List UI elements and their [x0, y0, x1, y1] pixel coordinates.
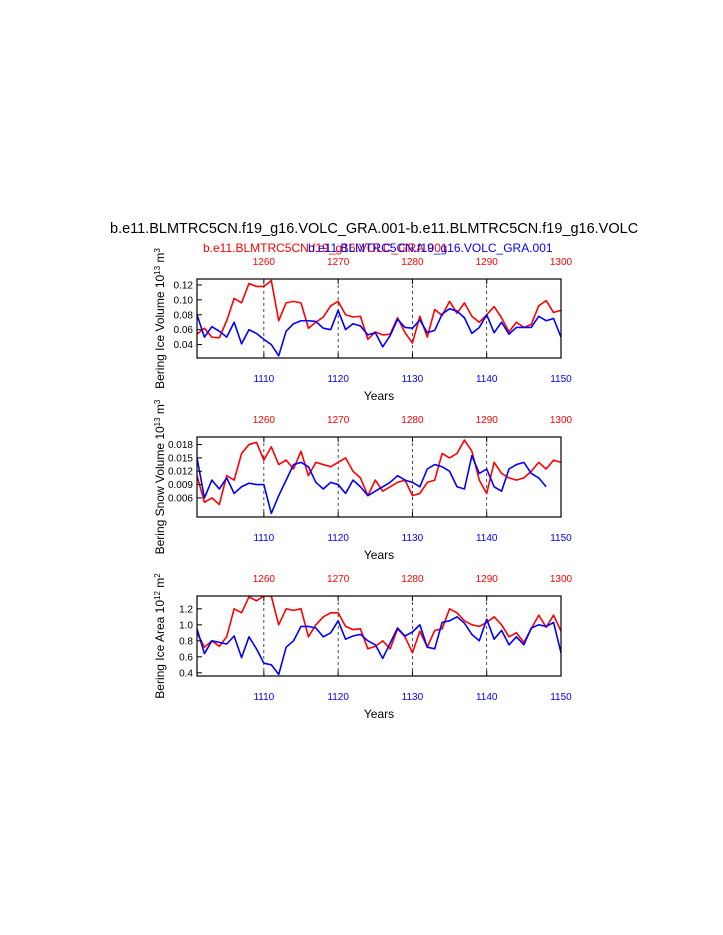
x-tick-label-bottom: 1140	[476, 692, 498, 703]
plot-frame	[196, 595, 562, 677]
y-tick-label: 0.012	[168, 467, 193, 478]
y-tick-label: 0.04	[174, 340, 194, 351]
plot-frame	[196, 278, 562, 359]
figure-title: b.e11.BLMTRC5CN.f19_g16.VOLC_GRA.001-b.e…	[110, 221, 638, 237]
x-tick-label-bottom: 1110	[253, 692, 274, 703]
x-tick-label-top: 1290	[476, 257, 499, 268]
x-axis-label: Years	[364, 548, 394, 562]
x-tick-label-bottom: 1130	[402, 533, 424, 544]
y-tick-label: 1.2	[179, 604, 193, 615]
x-tick-label-top: 1260	[253, 257, 276, 268]
figure-subtitle-red: b.e11.BLMTRC5CN.f19_g16.VOLC_GRA.001	[203, 241, 448, 255]
y-tick-label: 0.006	[168, 493, 193, 504]
y-axis-label: Bering Ice Area 1012 m2	[153, 573, 168, 699]
x-tick-label-bottom: 1130	[402, 692, 424, 703]
plot-frame	[196, 436, 562, 518]
x-tick-label-top: 1300	[550, 574, 573, 585]
chart-panel-3: 0.4 0.6 0.8 1.0 1.2 1110 1120 1130 1140 1150 1260 1…	[153, 573, 573, 721]
x-tick-label-bottom: 1150	[550, 533, 572, 544]
x-tick-label-bottom: 1150	[550, 374, 572, 385]
series-line-blue	[197, 308, 561, 357]
series-line-blue	[197, 615, 561, 676]
y-axis-label: Bering Ice Volume 1013 m3	[153, 248, 168, 389]
y-tick-label: 0.10	[174, 295, 194, 306]
x-tick-label-top: 1300	[550, 415, 573, 426]
y-tick-label: 0.018	[168, 440, 193, 451]
series-line-red	[197, 279, 561, 344]
chart-panel-2: 0.006 0.009 0.012 0.015 0.018 1110 1120 1130 114…	[153, 399, 573, 562]
x-tick-label-bottom: 1150	[550, 692, 572, 703]
chart-panels: 0.04 0.06 0.08 0.10 0.12 1110 1120 1130 1140 1150…	[153, 248, 573, 721]
series-line-red	[197, 439, 561, 506]
series-line-blue	[197, 454, 547, 515]
y-tick-label: 0.009	[168, 480, 193, 491]
y-tick-label: 0.06	[174, 325, 194, 336]
x-tick-label-bottom: 1110	[253, 533, 274, 544]
x-tick-label-top: 1280	[401, 574, 424, 585]
y-axis-label: Bering Snow Volume 1013 m3	[153, 399, 168, 554]
y-tick-label: 0.08	[174, 310, 194, 321]
chart-panel-1: 0.04 0.06 0.08 0.10 0.12 1110 1120 1130 1140 1150…	[153, 248, 573, 403]
x-tick-label-top: 1300	[550, 257, 573, 268]
x-tick-label-top: 1270	[327, 415, 350, 426]
x-tick-label-bottom: 1130	[402, 374, 424, 385]
x-tick-label-bottom: 1120	[327, 533, 349, 544]
x-tick-label-top: 1270	[327, 257, 350, 268]
y-tick-label: 1.0	[179, 620, 193, 631]
y-tick-label: 0.6	[179, 652, 193, 663]
x-tick-label-top: 1280	[401, 257, 424, 268]
x-tick-label-top: 1270	[327, 574, 350, 585]
series-line-red	[197, 596, 561, 654]
y-tick-label: 0.8	[179, 636, 193, 647]
x-tick-label-top: 1280	[401, 415, 424, 426]
figure-subtitle-blue: b.e11.BLMTRC5CN.f19_g16.VOLC_GRA.001	[308, 241, 553, 255]
x-tick-label-bottom: 1110	[253, 374, 274, 385]
y-tick-label: 0.12	[174, 280, 194, 291]
x-axis-label: Years	[364, 389, 394, 403]
x-tick-label-bottom: 1140	[476, 533, 498, 544]
x-tick-label-bottom: 1140	[476, 374, 498, 385]
y-tick-label: 0.015	[168, 453, 193, 464]
x-tick-label-bottom: 1120	[327, 374, 349, 385]
x-tick-label-bottom: 1120	[327, 692, 349, 703]
x-tick-label-top: 1290	[476, 415, 499, 426]
y-tick-label: 0.4	[179, 668, 193, 679]
x-tick-label-top: 1260	[253, 574, 276, 585]
x-tick-label-top: 1290	[476, 574, 499, 585]
x-tick-label-top: 1260	[253, 415, 276, 426]
x-axis-label: Years	[364, 707, 394, 721]
